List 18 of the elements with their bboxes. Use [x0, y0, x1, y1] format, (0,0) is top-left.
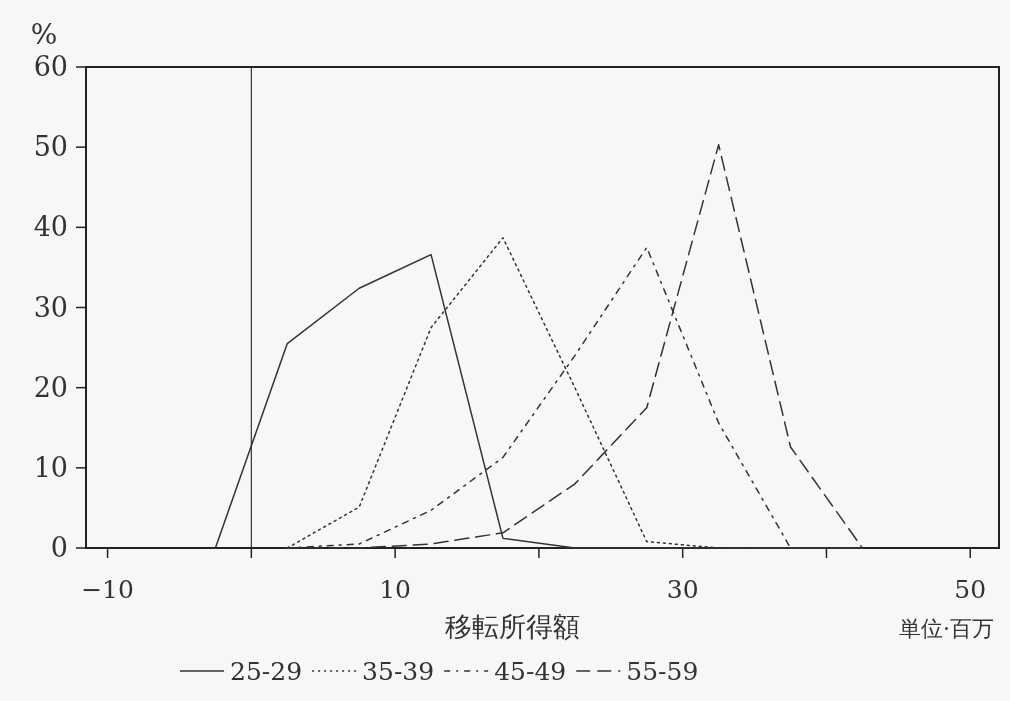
y-tick-label: 0 — [50, 532, 68, 563]
legend-label: 35-39 — [362, 657, 435, 686]
legend-label: 45-49 — [494, 657, 567, 686]
y-tick-label: 20 — [33, 371, 68, 403]
x-tick-label: 30 — [666, 575, 699, 604]
x-axis-title: 移転所得額 — [445, 611, 580, 642]
y-axis-title: % — [30, 18, 58, 51]
text: 単位·百万 — [899, 616, 994, 641]
x-tick-label: −10 — [81, 575, 134, 604]
legend-label: 55-59 — [626, 657, 699, 686]
x-tick-label: 10 — [379, 575, 412, 604]
y-tick-label: 40 — [33, 211, 68, 243]
y-tick-label: 10 — [33, 451, 68, 483]
y-tick-label: 60 — [33, 51, 68, 82]
y-tick-label: 30 — [33, 291, 68, 323]
legend-label: 25-29 — [230, 657, 303, 686]
x-tick-label: 50 — [954, 575, 987, 604]
y-tick-label: 50 — [33, 131, 68, 163]
